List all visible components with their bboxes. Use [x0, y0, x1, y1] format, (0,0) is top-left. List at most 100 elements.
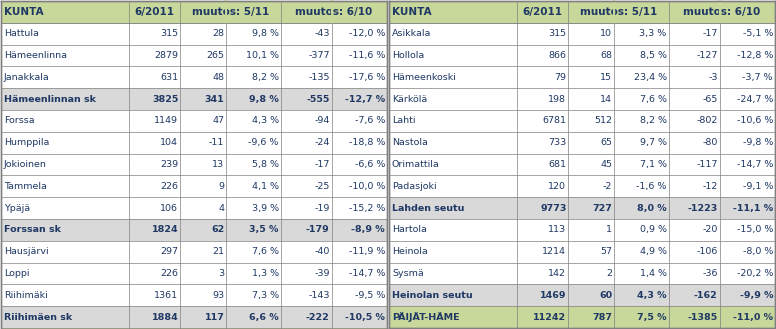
- Text: -11,9 %: -11,9 %: [348, 247, 385, 256]
- Text: 79: 79: [554, 73, 566, 82]
- Text: Hausjärvi: Hausjärvi: [4, 247, 49, 256]
- Text: -36: -36: [702, 269, 718, 278]
- Text: -802: -802: [696, 116, 718, 125]
- Text: PÄIJÄT-HÄME: PÄIJÄT-HÄME: [392, 312, 459, 322]
- Text: 9: 9: [218, 182, 224, 191]
- Text: 9,7 %: 9,7 %: [639, 138, 667, 147]
- Text: Forssa: Forssa: [4, 116, 35, 125]
- Text: 1884: 1884: [151, 313, 178, 322]
- Bar: [389, 284, 775, 306]
- Text: 68: 68: [601, 51, 612, 60]
- Text: 23,4 %: 23,4 %: [633, 73, 667, 82]
- Text: -39: -39: [314, 269, 330, 278]
- Text: -11,0 %: -11,0 %: [733, 313, 773, 322]
- Text: -18,8 %: -18,8 %: [348, 138, 385, 147]
- Text: 104: 104: [161, 138, 178, 147]
- Text: -17: -17: [314, 160, 330, 169]
- Text: Jokioinen: Jokioinen: [4, 160, 47, 169]
- Text: 3,9 %: 3,9 %: [251, 204, 279, 213]
- Bar: [389, 197, 775, 219]
- Text: Lahden seutu: Lahden seutu: [392, 204, 464, 213]
- Text: 6781: 6781: [542, 116, 566, 125]
- Bar: [1, 284, 387, 306]
- Bar: [1, 306, 387, 328]
- Bar: [389, 45, 775, 66]
- Text: 1: 1: [606, 225, 612, 234]
- Bar: [389, 154, 775, 175]
- Text: 45: 45: [601, 160, 612, 169]
- Text: -10,5 %: -10,5 %: [345, 313, 385, 322]
- Text: -5,1 %: -5,1 %: [743, 29, 773, 38]
- Text: 21: 21: [213, 247, 224, 256]
- Bar: [1, 328, 387, 329]
- Text: 7,5 %: 7,5 %: [637, 313, 667, 322]
- Bar: [389, 1, 775, 23]
- Text: Hartola: Hartola: [392, 225, 427, 234]
- Text: -2: -2: [603, 182, 612, 191]
- Text: Kärkölä: Kärkölä: [392, 95, 428, 104]
- Text: 6/2011: 6/2011: [134, 7, 175, 17]
- Text: -15,2 %: -15,2 %: [348, 204, 385, 213]
- Text: -43: -43: [314, 29, 330, 38]
- Text: -3: -3: [708, 73, 718, 82]
- Text: -12,7 %: -12,7 %: [345, 95, 385, 104]
- Text: 3825: 3825: [152, 95, 178, 104]
- Text: -65: -65: [702, 95, 718, 104]
- Text: -143: -143: [308, 291, 330, 300]
- Text: Riihimäki: Riihimäki: [4, 291, 48, 300]
- Text: -3,7 %: -3,7 %: [743, 73, 773, 82]
- Bar: [1, 132, 387, 154]
- Text: 10: 10: [601, 29, 612, 38]
- Text: -8,0 %: -8,0 %: [743, 247, 773, 256]
- Text: 1149: 1149: [154, 116, 178, 125]
- Text: Hollola: Hollola: [392, 51, 424, 60]
- Text: 9,8 %: 9,8 %: [251, 29, 279, 38]
- Bar: [389, 263, 775, 284]
- Bar: [389, 23, 775, 45]
- Text: -179: -179: [306, 225, 330, 234]
- Text: 1469: 1469: [540, 291, 566, 300]
- Text: 142: 142: [549, 269, 566, 278]
- Text: -24,7 %: -24,7 %: [736, 95, 773, 104]
- Text: -17: -17: [702, 29, 718, 38]
- Text: 866: 866: [549, 51, 566, 60]
- Bar: [389, 132, 775, 154]
- Text: 8,5 %: 8,5 %: [639, 51, 667, 60]
- Text: Janakkala: Janakkala: [4, 73, 50, 82]
- Text: 315: 315: [549, 29, 566, 38]
- Text: -222: -222: [306, 313, 330, 322]
- Text: 341: 341: [205, 95, 224, 104]
- Text: -19: -19: [314, 204, 330, 213]
- Text: -555: -555: [307, 95, 330, 104]
- Text: 4,3 %: 4,3 %: [637, 291, 667, 300]
- Text: -106: -106: [696, 247, 718, 256]
- Text: 47: 47: [213, 116, 224, 125]
- Text: Nastola: Nastola: [392, 138, 428, 147]
- Text: 120: 120: [549, 182, 566, 191]
- Text: Ypäjä: Ypäjä: [4, 204, 30, 213]
- Text: -162: -162: [694, 291, 718, 300]
- Text: -11,1 %: -11,1 %: [733, 204, 773, 213]
- Text: Asikkala: Asikkala: [392, 29, 431, 38]
- Text: 297: 297: [161, 247, 178, 256]
- Text: 226: 226: [161, 269, 178, 278]
- Text: 48: 48: [213, 73, 224, 82]
- Text: 8,0 %: 8,0 %: [637, 204, 667, 213]
- Text: Orimattila: Orimattila: [392, 160, 440, 169]
- Text: 2: 2: [606, 269, 612, 278]
- Text: 113: 113: [549, 225, 566, 234]
- Text: 106: 106: [161, 204, 178, 213]
- Text: -9,9 %: -9,9 %: [740, 291, 773, 300]
- Bar: [389, 175, 775, 197]
- Text: Hämeenlinnan sk: Hämeenlinnan sk: [4, 95, 96, 104]
- Text: 1824: 1824: [152, 225, 178, 234]
- Text: 1,3 %: 1,3 %: [251, 269, 279, 278]
- Text: muutos: 5/11: muutos: 5/11: [580, 7, 657, 17]
- Text: 1214: 1214: [542, 247, 566, 256]
- Text: 3,3 %: 3,3 %: [639, 29, 667, 38]
- Bar: [1, 88, 387, 110]
- Text: 8,2 %: 8,2 %: [251, 73, 279, 82]
- Text: 315: 315: [161, 29, 178, 38]
- Text: -127: -127: [696, 51, 718, 60]
- Bar: [1, 241, 387, 263]
